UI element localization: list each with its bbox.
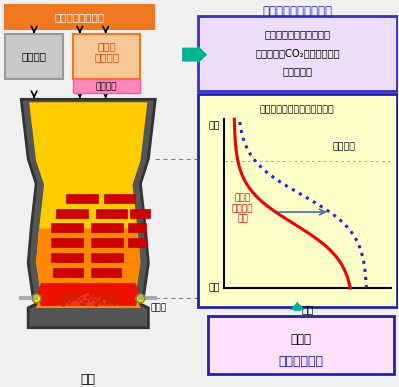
- Text: フェロ
コークス
使用: フェロ コークス 使用: [232, 194, 253, 223]
- Text: 還元材比低減: 還元材比低減: [278, 355, 323, 368]
- Text: コークスとCO₂との反応が低: コークスとCO₂との反応が低: [255, 49, 340, 58]
- FancyBboxPatch shape: [51, 223, 83, 233]
- FancyBboxPatch shape: [53, 268, 83, 277]
- Text: 羽口: 羽口: [208, 284, 220, 293]
- Text: 高炉の: 高炉の: [290, 333, 311, 346]
- Text: フェロコークスの役割: フェロコークスの役割: [262, 5, 332, 19]
- FancyBboxPatch shape: [73, 79, 140, 93]
- Text: 焼結鉱還元反応温度の低温化: 焼結鉱還元反応温度の低温化: [260, 106, 335, 115]
- Polygon shape: [21, 99, 155, 328]
- FancyBboxPatch shape: [56, 209, 88, 217]
- Polygon shape: [36, 228, 140, 308]
- FancyBboxPatch shape: [66, 194, 98, 203]
- FancyBboxPatch shape: [73, 34, 140, 79]
- Text: 炉頂: 炉頂: [208, 121, 220, 130]
- FancyBboxPatch shape: [5, 34, 63, 79]
- FancyBboxPatch shape: [5, 5, 154, 29]
- Text: 温度: 温度: [301, 304, 314, 314]
- FancyBboxPatch shape: [104, 194, 135, 203]
- FancyBboxPatch shape: [198, 94, 397, 307]
- FancyBboxPatch shape: [51, 238, 83, 247]
- FancyBboxPatch shape: [128, 238, 146, 247]
- Text: フェロ
コークス: フェロ コークス: [94, 41, 119, 62]
- FancyBboxPatch shape: [130, 209, 150, 217]
- Text: 鉄鉱石（焼結鉱）: 鉄鉱石（焼結鉱）: [55, 12, 105, 22]
- Polygon shape: [36, 283, 140, 306]
- FancyArrow shape: [182, 46, 207, 63]
- FancyBboxPatch shape: [198, 16, 397, 91]
- FancyBboxPatch shape: [96, 209, 128, 217]
- Polygon shape: [56, 293, 120, 306]
- Text: コークス: コークス: [22, 51, 47, 62]
- FancyArrow shape: [290, 302, 305, 311]
- Polygon shape: [29, 102, 147, 308]
- FancyBboxPatch shape: [208, 316, 394, 374]
- FancyBboxPatch shape: [128, 223, 146, 233]
- Text: 高反応性: 高反応性: [96, 82, 117, 91]
- FancyBboxPatch shape: [91, 238, 122, 247]
- Text: 従来操業: 従来操業: [332, 142, 356, 151]
- FancyBboxPatch shape: [91, 253, 122, 262]
- Text: 温から促進: 温から促進: [282, 67, 312, 77]
- FancyBboxPatch shape: [51, 253, 83, 262]
- Text: 高炉: 高炉: [80, 373, 95, 386]
- FancyBboxPatch shape: [91, 268, 120, 277]
- Text: 金属鉄の触媒効果により: 金属鉄の触媒効果により: [264, 29, 330, 39]
- FancyBboxPatch shape: [91, 223, 122, 233]
- Text: 微粉炭: 微粉炭: [150, 303, 166, 312]
